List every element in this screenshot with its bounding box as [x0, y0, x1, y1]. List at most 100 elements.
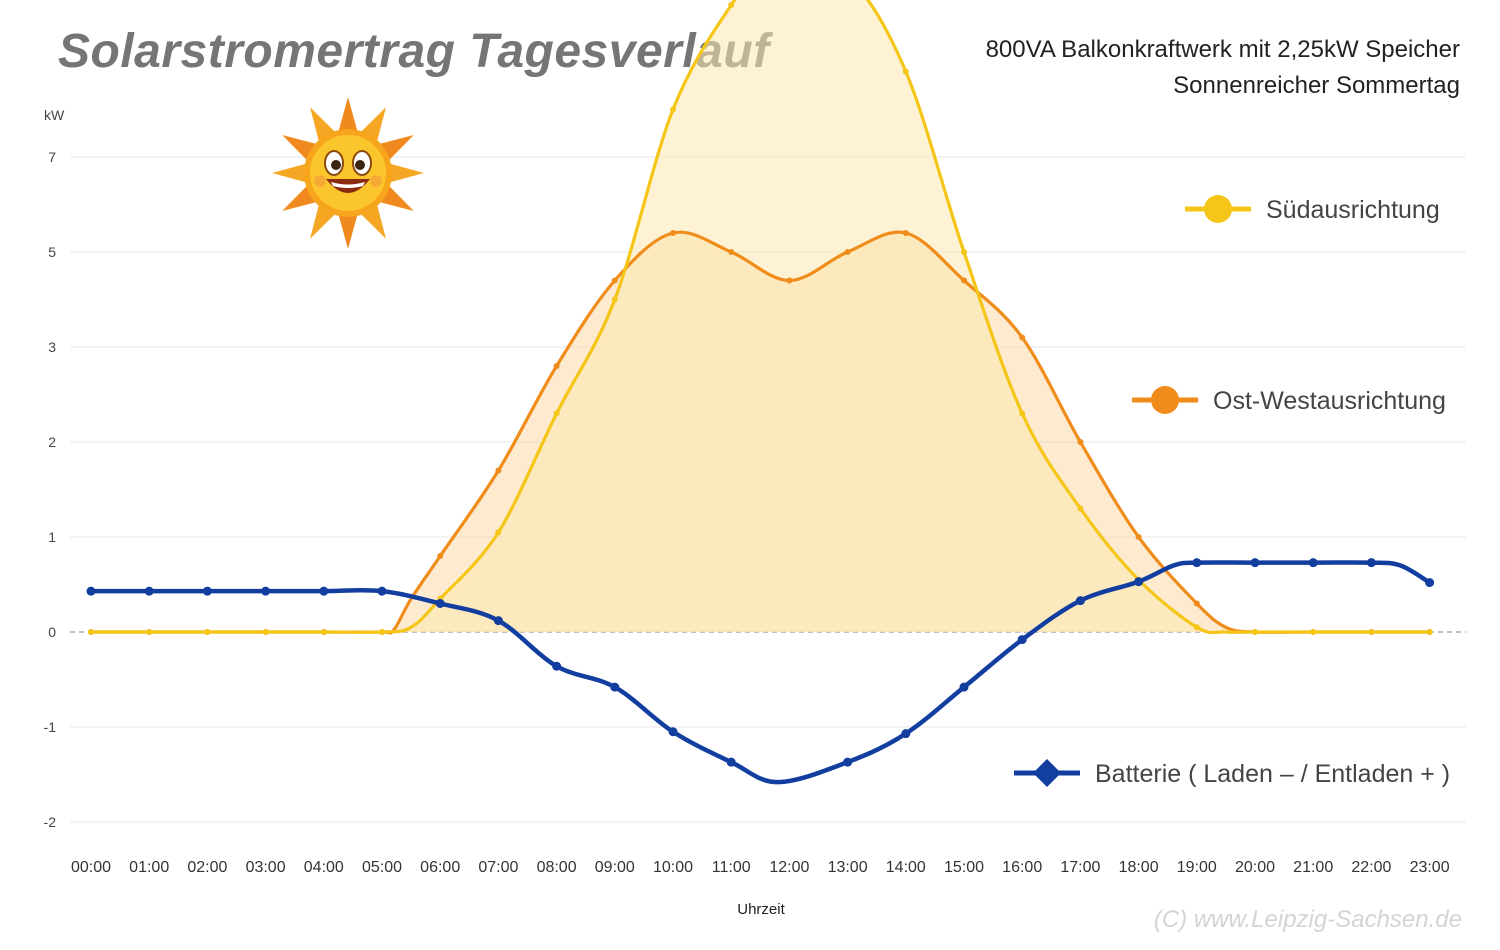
- series-0-point: [1426, 629, 1433, 635]
- series-2-point: [1134, 577, 1144, 587]
- y-tick-label: 1: [48, 529, 56, 545]
- series-0-point: [262, 629, 269, 635]
- y-tick-label: 5: [48, 244, 56, 260]
- copyright-watermark: (C) www.Leipzig-Sachsen.de: [1153, 906, 1462, 933]
- x-tick-label: 07:00: [478, 859, 518, 876]
- series-0-point: [961, 249, 967, 255]
- series-0-point: [1019, 410, 1026, 417]
- series-0-point: [1310, 629, 1317, 635]
- series-0-point: [495, 529, 502, 536]
- series-1-point: [1193, 600, 1200, 607]
- x-tick-label: 14:00: [886, 859, 926, 876]
- legend-label: Batterie ( Laden – / Entladen + ): [1095, 760, 1450, 788]
- series-0-point: [1193, 624, 1200, 631]
- series-1-point: [437, 553, 444, 559]
- series-1-point: [1077, 439, 1084, 445]
- x-tick-label: 17:00: [1060, 859, 1100, 876]
- x-tick-label: 03:00: [246, 859, 286, 876]
- y-tick-label: -1: [44, 719, 57, 735]
- series-2-point: [144, 586, 154, 596]
- series-2-point: [377, 586, 387, 596]
- y-axis-label: kW: [44, 107, 65, 123]
- series-2-point: [610, 682, 620, 692]
- smiling-sun-icon: [272, 97, 424, 249]
- y-tick-label: 7: [48, 149, 56, 165]
- sun-ray: [272, 162, 310, 184]
- series-2-point: [668, 727, 678, 737]
- series-2-point: [552, 661, 562, 671]
- series-2-point: [1075, 596, 1085, 606]
- series-1-point: [961, 277, 967, 284]
- x-tick-label: 06:00: [420, 859, 460, 876]
- chart-title: Solarstromertrag Tagesverlauf: [58, 25, 770, 78]
- x-tick-label: 09:00: [595, 859, 635, 876]
- series-2-point: [726, 757, 736, 767]
- series-0-point: [902, 68, 909, 75]
- series-2-point: [202, 586, 212, 596]
- x-tick-label: 05:00: [362, 859, 402, 876]
- chart-subtitle-line2: Sonnenreicher Sommertag: [1173, 72, 1460, 99]
- y-tick-label: -2: [44, 814, 57, 830]
- series-0-point: [1077, 505, 1084, 512]
- series-1-point: [728, 249, 735, 255]
- series-0-area: [91, 0, 1430, 633]
- y-tick-label: 2: [48, 434, 56, 450]
- series-1-point: [670, 230, 676, 236]
- x-tick-label: 22:00: [1351, 859, 1391, 876]
- x-tick-label: 11:00: [712, 859, 751, 876]
- series-2-point: [959, 682, 969, 692]
- series-0-point: [146, 629, 153, 635]
- series-0-point: [204, 629, 211, 635]
- x-tick-label: 02:00: [187, 859, 227, 876]
- series-1-point: [902, 230, 909, 236]
- series-2-point: [1425, 578, 1435, 588]
- series-2-point: [261, 586, 271, 596]
- legend-marker: [1033, 759, 1061, 787]
- series-1-point: [1135, 534, 1142, 540]
- axis-labels: -2 -1 0 1 2 3 5 7 kW 00:00 01:00 02:00 03:00 04:00 05:…: [44, 107, 1450, 918]
- sun-ray: [337, 97, 359, 135]
- series-1-point: [495, 467, 502, 474]
- series-2-point: [1366, 558, 1376, 568]
- x-tick-label: 12:00: [769, 859, 809, 876]
- x-tick-label: 16:00: [1002, 859, 1042, 876]
- x-tick-label: 23:00: [1410, 859, 1450, 876]
- series-2-point: [1192, 558, 1202, 568]
- series-2-point: [86, 586, 96, 596]
- legend-marker: [1204, 195, 1232, 223]
- series-0-point: [611, 296, 618, 303]
- sun-ray: [386, 162, 424, 184]
- series-0-point: [728, 2, 735, 8]
- series-2-point: [1308, 558, 1318, 568]
- series-2-point: [1250, 558, 1260, 568]
- series-0-point: [1368, 629, 1375, 635]
- series-2-point: [901, 729, 911, 739]
- series-2-point: [843, 757, 853, 767]
- series-2-point: [1017, 635, 1027, 645]
- area-series: [91, 0, 1430, 634]
- series-0-point: [1252, 629, 1258, 635]
- y-tick-label: 3: [48, 339, 56, 355]
- series-2-point: [493, 616, 503, 626]
- legend-label: Ost-Westausrichtung: [1213, 387, 1446, 415]
- x-tick-label: 13:00: [828, 859, 868, 876]
- x-axis-label: Uhrzeit: [737, 901, 785, 918]
- series-1-point: [844, 249, 851, 255]
- x-tick-label: 00:00: [71, 859, 111, 876]
- x-tick-label: 20:00: [1235, 859, 1275, 876]
- series-0-point: [553, 410, 560, 417]
- x-tick-label: 21:00: [1293, 859, 1333, 876]
- line-series: [86, 0, 1435, 785]
- series-0-point: [320, 629, 327, 635]
- series-0-point: [670, 106, 676, 113]
- sun-ray: [337, 211, 359, 249]
- y-tick-label: 0: [48, 624, 56, 640]
- series-1-point: [1019, 334, 1026, 341]
- x-tick-label: 10:00: [653, 859, 693, 876]
- series-0-point: [88, 629, 94, 635]
- series-2-point: [319, 586, 329, 596]
- x-tick-label: 04:00: [304, 859, 344, 876]
- series-0-point: [379, 629, 385, 635]
- x-tick-label: 08:00: [537, 859, 577, 876]
- series-1-point: [611, 277, 618, 284]
